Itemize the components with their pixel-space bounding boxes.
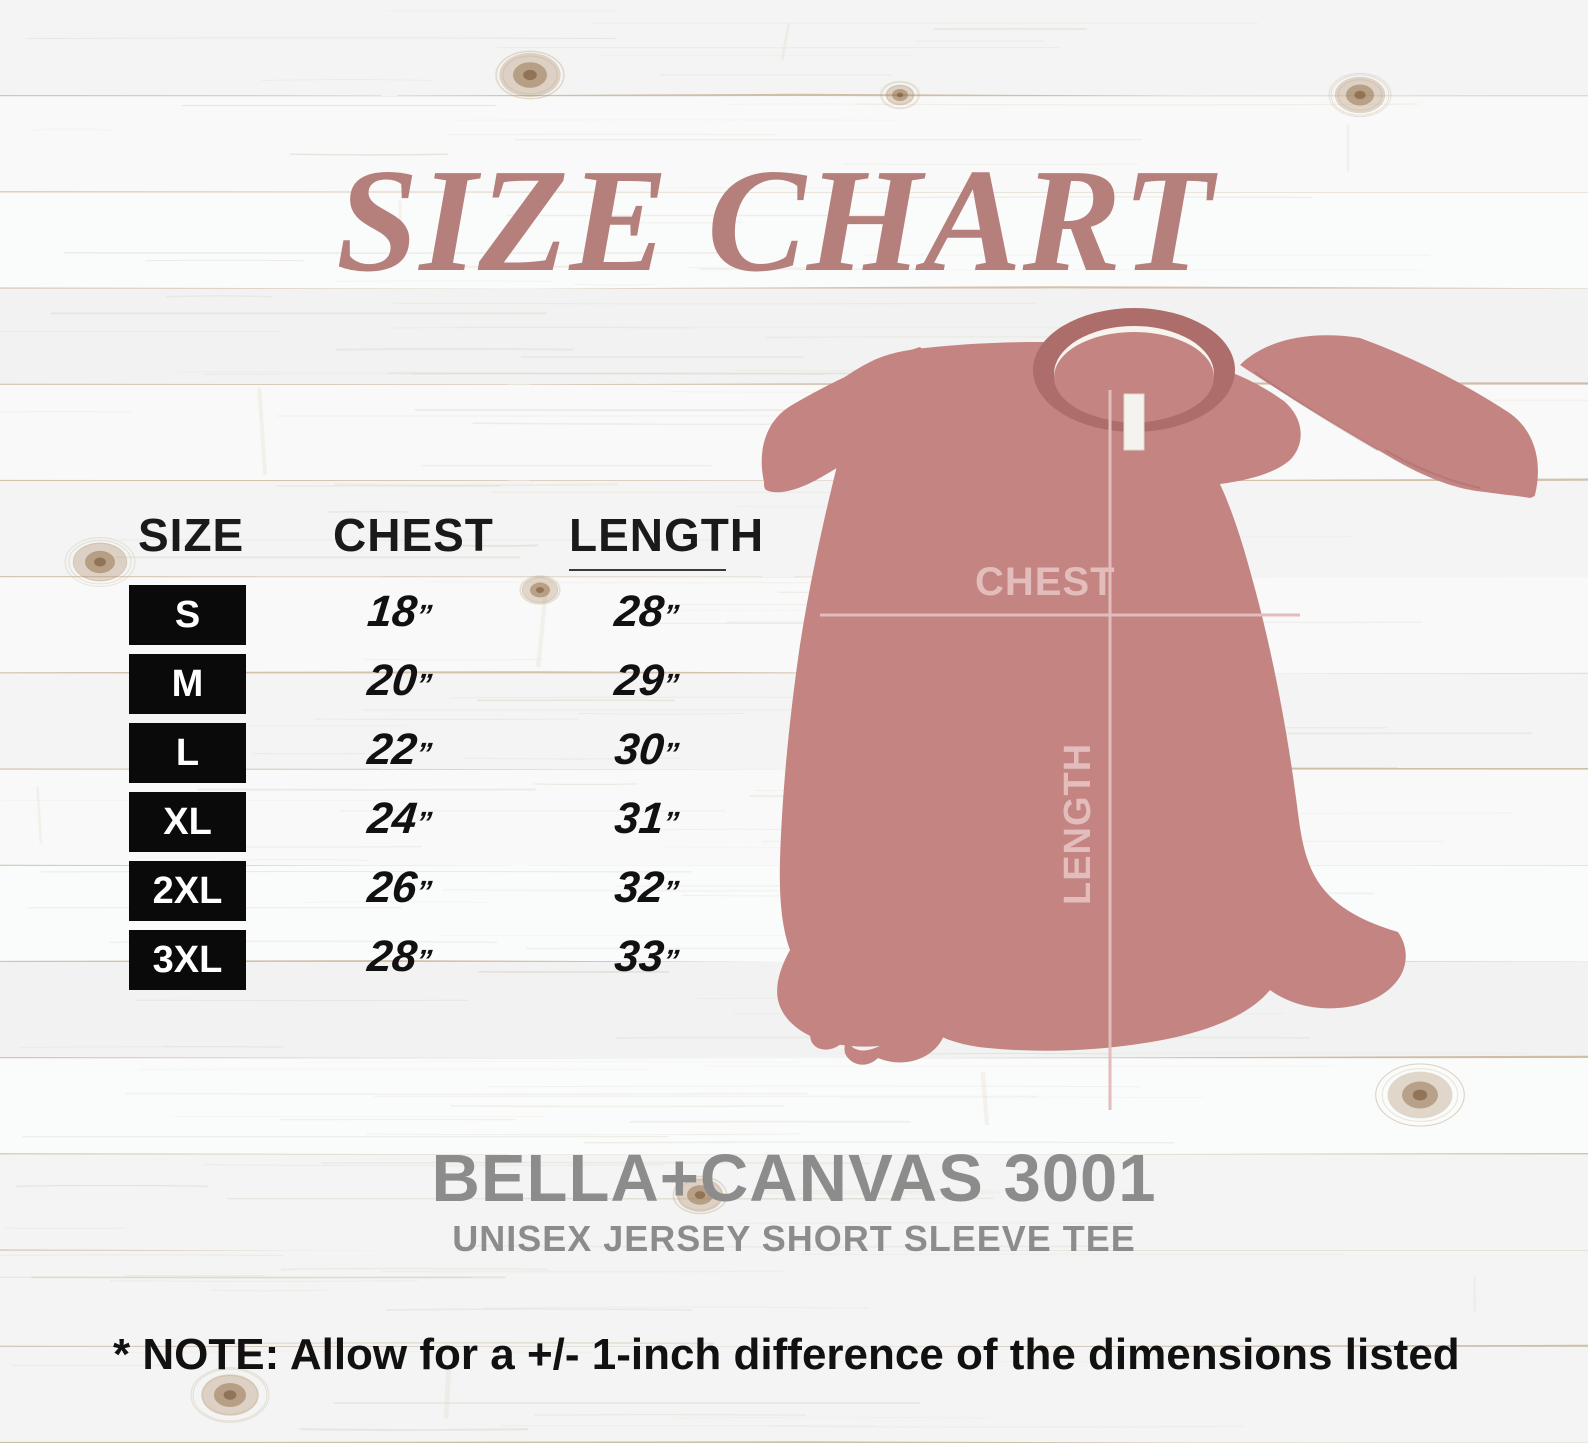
svg-text:LENGTH: LENGTH (1057, 743, 1099, 905)
svg-text:CHEST: CHEST (975, 560, 1116, 604)
